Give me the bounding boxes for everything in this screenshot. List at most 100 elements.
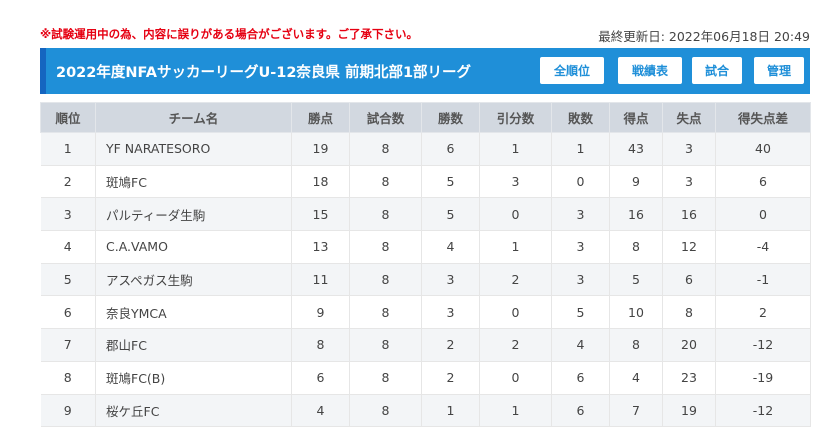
goals-against-cell: 12 (662, 230, 716, 264)
standings-button[interactable]: 全順位 (540, 57, 604, 84)
wins-cell: 2 (421, 361, 480, 395)
table-row: 4 C.A.VAMO 13 8 4 1 3 8 12 -4 (40, 230, 811, 264)
matches-button[interactable]: 試合 (692, 57, 742, 84)
table-body: 1 YF NARATESORO 19 8 6 1 1 43 3 40 2 斑鳩FC 18 8 5 3 0 9 3 6 3… (40, 132, 811, 428)
played-cell: 8 (349, 230, 422, 264)
goals-for-cell: 5 (609, 263, 663, 297)
rank-cell: 6 (40, 295, 96, 330)
rank-cell: 9 (40, 394, 96, 428)
points-cell: 6 (291, 361, 350, 395)
draws-cell: 0 (479, 361, 552, 395)
goal-difference-cell: -19 (715, 361, 811, 395)
goals-for-cell: 9 (609, 165, 663, 199)
wins-cell: 6 (421, 132, 480, 166)
goals-for-cell: 7 (609, 394, 663, 428)
points-cell: 19 (291, 132, 350, 166)
team-name-cell: 奈良YMCA (95, 295, 292, 330)
played-cell: 8 (349, 295, 422, 330)
trial-notice: ※試験運用中の為、内容に誤りがある場合がございます。ご了承下さい。 (40, 27, 419, 41)
rank-cell: 3 (40, 197, 96, 232)
played-cell: 8 (349, 132, 422, 166)
table-row: 9 桜ケ丘FC 4 8 1 1 6 7 19 -12 (40, 394, 811, 428)
losses-cell: 4 (551, 328, 610, 362)
wins-cell: 4 (421, 230, 480, 264)
rank-cell: 4 (40, 230, 96, 264)
last-updated: 最終更新日: 2022年06月18日 20:49 (598, 29, 810, 44)
top-info-bar: ※試験運用中の為、内容に誤りがある場合がございます。ご了承下さい。 最終更新日:… (40, 22, 810, 48)
losses-cell: 3 (551, 230, 610, 264)
draws-cell: 2 (479, 328, 552, 362)
column-header-points: 勝点 (291, 102, 350, 133)
losses-cell: 0 (551, 165, 610, 199)
team-name-cell: YF NARATESORO (95, 132, 292, 166)
table-row: 7 郡山FC 8 8 2 2 4 8 20 -12 (40, 328, 811, 362)
column-header-draws: 引分数 (479, 102, 552, 133)
results-button[interactable]: 戦績表 (618, 57, 682, 84)
team-name-cell: アスペガス生駒 (95, 263, 292, 297)
points-cell: 11 (291, 263, 350, 297)
wins-cell: 1 (421, 394, 480, 428)
column-header-wins: 勝数 (421, 102, 480, 133)
draws-cell: 0 (479, 197, 552, 232)
goal-difference-cell: 40 (715, 132, 811, 166)
points-cell: 18 (291, 165, 350, 199)
table-row: 2 斑鳩FC 18 8 5 3 0 9 3 6 (40, 165, 811, 199)
standings-table: 順位 チーム名 勝点 試合数 勝数 引分数 敗数 得点 失点 得失点差 1 YF NARATESOR… (40, 102, 811, 428)
goals-for-cell: 16 (609, 197, 663, 232)
table-row: 1 YF NARATESORO 19 8 6 1 1 43 3 40 (40, 132, 811, 166)
points-cell: 9 (291, 295, 350, 330)
goal-difference-cell: -4 (715, 230, 811, 264)
losses-cell: 6 (551, 361, 610, 395)
column-header-rank: 順位 (40, 102, 96, 133)
draws-cell: 1 (479, 132, 552, 166)
points-cell: 15 (291, 197, 350, 232)
draws-cell: 2 (479, 263, 552, 297)
table-row: 6 奈良YMCA 9 8 3 0 5 10 8 2 (40, 295, 811, 330)
losses-cell: 3 (551, 197, 610, 232)
played-cell: 8 (349, 263, 422, 297)
table-row: 3 パルティーダ生駒 15 8 5 0 3 16 16 0 (40, 197, 811, 232)
draws-cell: 1 (479, 394, 552, 428)
team-name-cell: 郡山FC (95, 328, 292, 362)
goals-against-cell: 19 (662, 394, 716, 428)
played-cell: 8 (349, 197, 422, 232)
points-cell: 8 (291, 328, 350, 362)
admin-button[interactable]: 管理 (754, 57, 804, 84)
goals-against-cell: 20 (662, 328, 716, 362)
goals-against-cell: 6 (662, 263, 716, 297)
column-header-goals-against: 失点 (662, 102, 716, 133)
wins-cell: 2 (421, 328, 480, 362)
wins-cell: 3 (421, 263, 480, 297)
played-cell: 8 (349, 394, 422, 428)
team-name-cell: パルティーダ生駒 (95, 197, 292, 232)
wins-cell: 5 (421, 165, 480, 199)
table-row: 8 斑鳩FC(B) 6 8 2 0 6 4 23 -19 (40, 361, 811, 395)
table-row: 5 アスペガス生駒 11 8 3 2 3 5 6 -1 (40, 263, 811, 297)
team-name-cell: C.A.VAMO (95, 230, 292, 264)
goals-against-cell: 8 (662, 295, 716, 330)
wins-cell: 3 (421, 295, 480, 330)
points-cell: 13 (291, 230, 350, 264)
column-header-team-name: チーム名 (95, 102, 292, 133)
losses-cell: 1 (551, 132, 610, 166)
draws-cell: 0 (479, 295, 552, 330)
draws-cell: 1 (479, 230, 552, 264)
losses-cell: 6 (551, 394, 610, 428)
goals-against-cell: 16 (662, 197, 716, 232)
points-cell: 4 (291, 394, 350, 428)
goal-difference-cell: 6 (715, 165, 811, 199)
goal-difference-cell: 0 (715, 197, 811, 232)
losses-cell: 3 (551, 263, 610, 297)
column-header-played: 試合数 (349, 102, 422, 133)
wins-cell: 5 (421, 197, 480, 232)
goals-for-cell: 8 (609, 230, 663, 264)
losses-cell: 5 (551, 295, 610, 330)
league-header: 2022年度NFAサッカーリーグU-12奈良県 前期北部1部リーグ 全順位 戦績… (40, 48, 810, 94)
rank-cell: 1 (40, 132, 96, 166)
goals-for-cell: 10 (609, 295, 663, 330)
rank-cell: 8 (40, 361, 96, 395)
goals-against-cell: 3 (662, 132, 716, 166)
played-cell: 8 (349, 361, 422, 395)
goal-difference-cell: -12 (715, 394, 811, 428)
goal-difference-cell: 2 (715, 295, 811, 330)
